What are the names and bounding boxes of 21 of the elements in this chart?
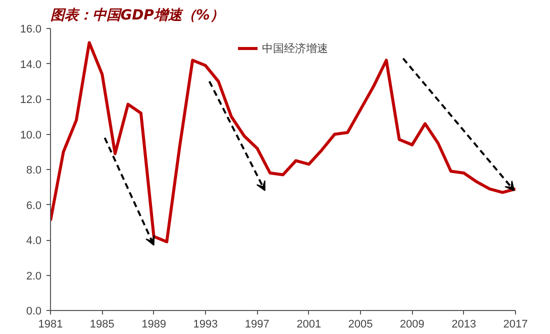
x-tick-label: 1981: [38, 318, 63, 330]
x-tick-label: 1997: [244, 318, 270, 330]
x-tick-label: 2017: [503, 318, 528, 330]
y-tick-label: 16.0: [20, 24, 42, 36]
y-tick-label: 14.0: [20, 58, 42, 71]
chart-title: 图表：中国GDP增速（%）: [50, 8, 224, 24]
y-tick-label: 6.0: [26, 200, 42, 212]
y-tick-label: 4.0: [26, 235, 42, 247]
y-tick-label: 0.0: [26, 306, 42, 318]
y-tick-label: 8.0: [26, 164, 42, 176]
y-tick-label: 12.0: [20, 94, 42, 106]
x-tick-label: 1993: [193, 318, 218, 330]
x-tick-label: 2005: [348, 318, 373, 330]
x-tick-label: 2013: [452, 318, 476, 330]
y-tick-label: 2.0: [26, 270, 42, 282]
legend-label: 中国经济增速: [262, 42, 328, 56]
x-tick-label: 1985: [90, 318, 114, 330]
x-tick-label: 2009: [400, 318, 424, 330]
y-tick-label: 10.0: [20, 129, 42, 142]
x-tick-label: 1989: [142, 318, 166, 330]
x-tick-label: 2001: [296, 318, 322, 330]
